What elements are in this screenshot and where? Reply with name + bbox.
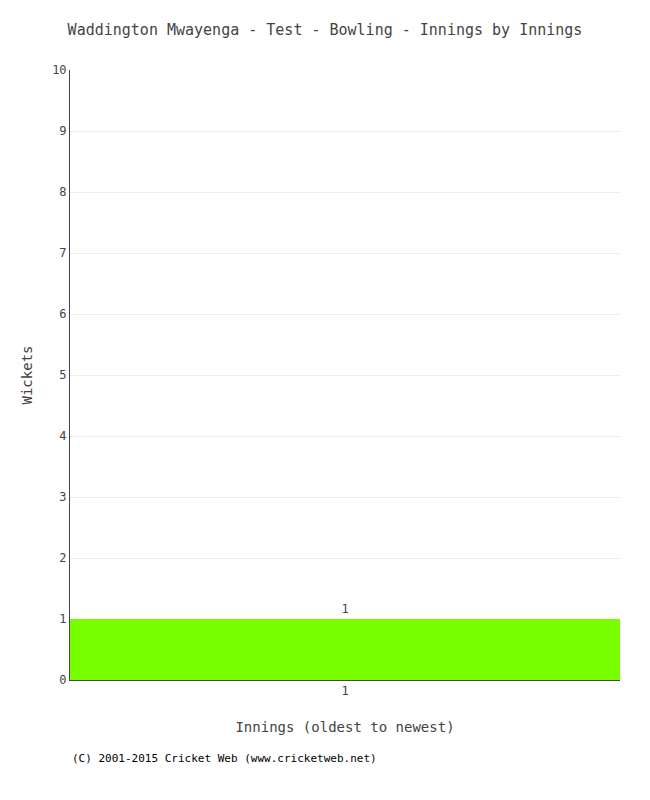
svg-text:9: 9 xyxy=(59,124,66,138)
svg-text:1: 1 xyxy=(341,602,348,616)
svg-text:10: 10 xyxy=(52,63,66,77)
svg-text:Wickets: Wickets xyxy=(19,345,35,404)
svg-text:3: 3 xyxy=(59,490,66,504)
svg-text:8: 8 xyxy=(59,185,66,199)
svg-text:1: 1 xyxy=(341,684,348,698)
svg-text:Innings (oldest to newest): Innings (oldest to newest) xyxy=(235,719,454,735)
svg-text:4: 4 xyxy=(59,429,66,443)
svg-text:0: 0 xyxy=(59,673,66,687)
svg-text:2: 2 xyxy=(59,551,66,565)
svg-text:1: 1 xyxy=(59,612,66,626)
svg-text:5: 5 xyxy=(59,368,66,382)
svg-text:6: 6 xyxy=(59,307,66,321)
svg-text:(C) 2001-2015 Cricket Web (www: (C) 2001-2015 Cricket Web (www.cricketwe… xyxy=(72,752,377,765)
svg-text:Waddington Mwayenga - Test - B: Waddington Mwayenga - Test - Bowling - I… xyxy=(68,21,583,39)
svg-text:7: 7 xyxy=(59,246,66,260)
